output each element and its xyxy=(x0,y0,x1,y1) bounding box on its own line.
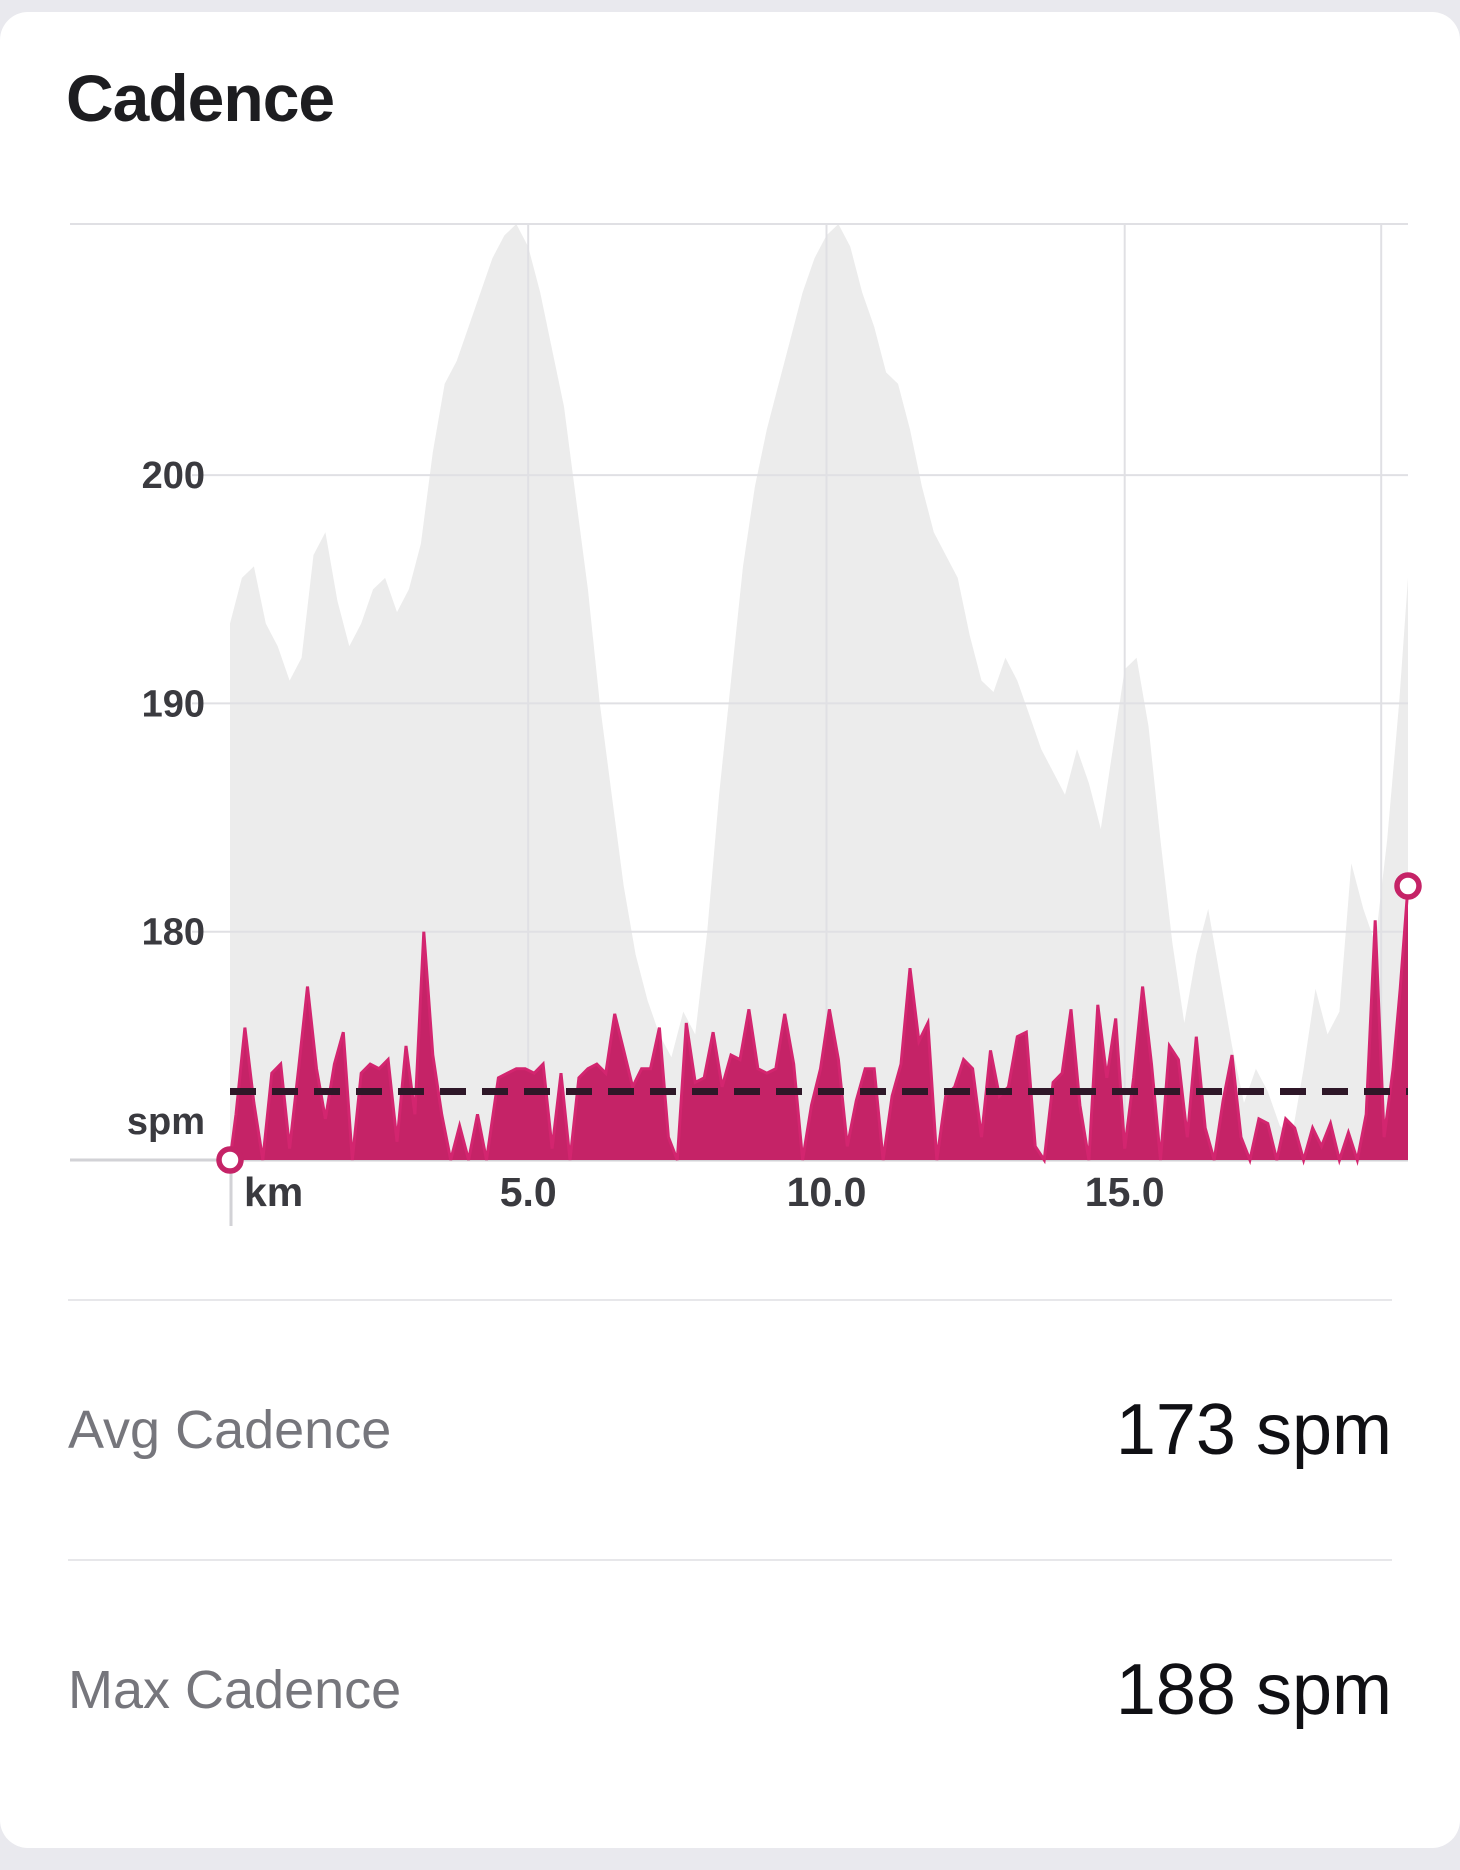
cadence-card: Cadence 180 190 200 spm km 5.0 10.0 15.0 Avg Ca… xyxy=(0,12,1460,1848)
avg-cadence-value: 173 spm xyxy=(1115,1390,1392,1470)
svg-text:km: km xyxy=(244,1169,303,1215)
elevation-area xyxy=(230,224,1408,1160)
svg-text:spm: spm xyxy=(127,1101,205,1143)
svg-text:10.0: 10.0 xyxy=(787,1169,867,1215)
stat-row-max-cadence: Max Cadence 188 spm xyxy=(68,1559,1392,1819)
svg-text:15.0: 15.0 xyxy=(1085,1169,1165,1215)
max-cadence-label: Max Cadence xyxy=(68,1660,402,1720)
page-title: Cadence xyxy=(66,61,335,135)
svg-text:180: 180 xyxy=(142,912,205,954)
svg-text:200: 200 xyxy=(142,455,205,497)
max-cadence-value: 188 spm xyxy=(1115,1650,1392,1730)
svg-text:190: 190 xyxy=(142,683,205,725)
chart-end-marker xyxy=(1394,872,1422,900)
chart-start-marker xyxy=(216,1146,244,1174)
svg-text:5.0: 5.0 xyxy=(500,1169,557,1215)
cadence-line xyxy=(228,885,1410,1166)
cadence-chart[interactable]: 180 190 200 spm km 5.0 10.0 15.0 xyxy=(0,182,1460,1242)
stats-list: Avg Cadence 173 spm Max Cadence 188 spm xyxy=(68,1299,1392,1819)
stat-row-avg-cadence: Avg Cadence 173 spm xyxy=(68,1299,1392,1559)
avg-cadence-label: Avg Cadence xyxy=(68,1400,392,1460)
